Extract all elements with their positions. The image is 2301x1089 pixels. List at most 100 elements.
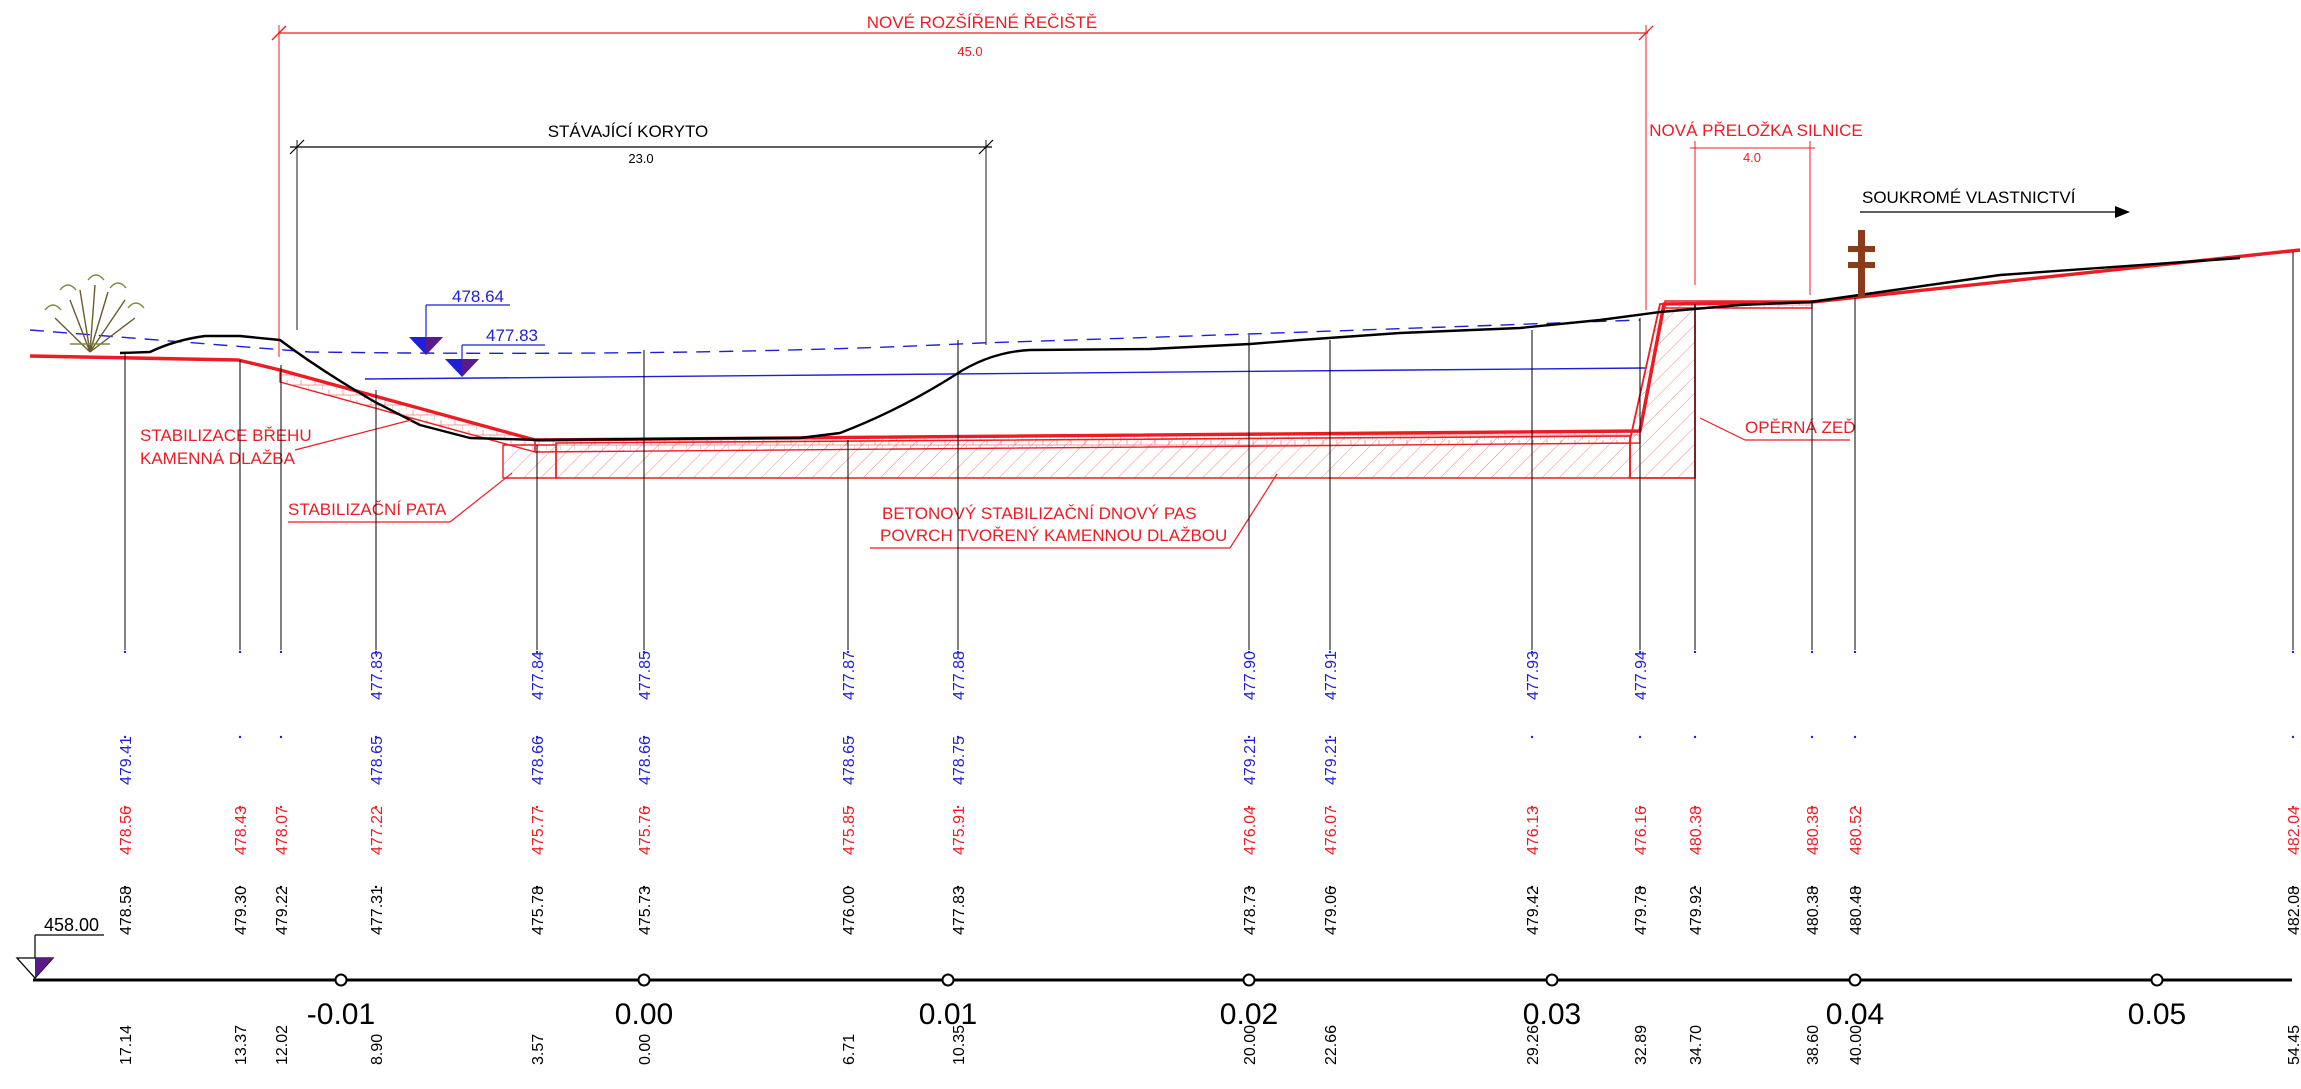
station-value-black: 479.42: [1525, 886, 1542, 935]
station-tick: [1693, 650, 1697, 654]
station-value-red: 477.22: [369, 806, 386, 855]
station-value-black: 480.38: [1805, 886, 1822, 935]
datum-label: 458.00: [44, 915, 99, 935]
axis-tick: [1545, 973, 1559, 987]
station-tick: [1638, 805, 1642, 809]
station-tick: [374, 650, 378, 654]
station-tick: [2291, 650, 2295, 654]
existing-channel-dimension: STÁVAJÍCÍ KORYTO 23.0: [289, 122, 994, 345]
station-value-black: 482.08: [2286, 886, 2301, 935]
station-tick: [1530, 885, 1534, 889]
station-value-black: 479.30: [233, 886, 250, 935]
station-value-dist: 6.71: [841, 1034, 858, 1065]
station-tick: [279, 805, 283, 809]
station-value-black: 477.83: [951, 886, 968, 935]
station-tick: [1693, 805, 1697, 809]
axis-tick: [1848, 973, 1862, 987]
station-tick: [374, 735, 378, 739]
station-value-blue1: 477.93: [1525, 651, 1542, 700]
axis-tick-label: 0.00: [615, 998, 673, 1031]
station-tick: [956, 805, 960, 809]
station-tick: [846, 735, 850, 739]
station-value-blue2: 479.21: [1323, 736, 1340, 785]
existing-channel-width: 23.0: [628, 151, 653, 166]
road-label: NOVÁ PŘELOŽKA SILNICE: [1649, 121, 1863, 140]
station-value-black: 479.22: [274, 886, 291, 935]
station-value-red: 476.04: [1242, 806, 1259, 855]
station-tick: [2291, 885, 2295, 889]
station-tick: [642, 885, 646, 889]
station-value-blue1: 477.90: [1242, 651, 1259, 700]
station-tick: [1853, 650, 1857, 654]
bed-label-2: POVRCH TVOŘENÝ KAMENNOU DLAŽBOU: [880, 526, 1227, 545]
station-tick: [2291, 805, 2295, 809]
station-tick: [1810, 735, 1814, 739]
station-tick: [1530, 735, 1534, 739]
station-value-red: 475.85: [841, 806, 858, 855]
bank-label-2: KAMENNÁ DLAŽBA: [140, 449, 296, 468]
station-tick: [2291, 735, 2295, 739]
station-value-black: 479.06: [1323, 886, 1340, 935]
axis-tick-label: 0.02: [1220, 998, 1278, 1031]
axis-tick-label: 0.05: [2128, 998, 2186, 1031]
station-value-blue1: 477.85: [637, 651, 654, 700]
datum-marker: 458.00: [15, 915, 104, 979]
station-value-dist: 8.90: [369, 1034, 386, 1065]
station-tick: [642, 650, 646, 654]
station-value-red: 478.07: [274, 806, 291, 855]
station-value-blue2: 479.41: [118, 736, 135, 785]
callouts: STABILIZACE BŘEHU KAMENNÁ DLAŽBA STABILI…: [140, 417, 1856, 549]
station-tick: [238, 735, 242, 739]
station-value-red: 476.16: [1633, 806, 1650, 855]
station-tick: [846, 885, 850, 889]
station-tick: [1247, 885, 1251, 889]
station-tick: [1530, 805, 1534, 809]
station-tick: [123, 805, 127, 809]
station-value-dist: 10.35: [951, 1025, 968, 1065]
station-table: 479.41 478.56 478.58 17.14 478.43 479.30 13.37…: [118, 252, 2301, 1065]
toe-label: STABILIZAČNÍ PATA: [288, 500, 447, 519]
station-tick: [1810, 805, 1814, 809]
station-value-black: 475.73: [637, 886, 654, 935]
axis-tick-label: -0.01: [307, 998, 375, 1031]
station-value-dist: 32.89: [1633, 1025, 1650, 1065]
station-tick: [374, 885, 378, 889]
station-value-red: 480.38: [1688, 806, 1705, 855]
station-tick: [123, 735, 127, 739]
station-tick: [1247, 650, 1251, 654]
station-tick: [846, 805, 850, 809]
station-value-dist: 3.57: [530, 1034, 547, 1065]
station-value-black: 479.92: [1688, 886, 1705, 935]
station-value-red: 480.52: [1848, 806, 1865, 855]
station-value-dist: 54.45: [2286, 1025, 2301, 1065]
station-tick: [1693, 735, 1697, 739]
station-value-blue1: 477.84: [530, 651, 547, 700]
station-tick: [238, 885, 242, 889]
station-value-red: 480.38: [1805, 806, 1822, 855]
station-tick: [279, 650, 283, 654]
water-levels: 478.64 477.83: [29, 287, 1646, 380]
distance-axis: -0.01 0.00 0.01 0.02 0.03 0.04 0.05: [33, 973, 2292, 1031]
station-tick: [238, 650, 242, 654]
station-value-red: 475.77: [530, 806, 547, 855]
road-width: 4.0: [1743, 150, 1761, 165]
station-value-red: 478.56: [118, 806, 135, 855]
station-tick: [956, 650, 960, 654]
station-value-blue2: 478.66: [637, 736, 654, 785]
station-value-red: 476.07: [1323, 806, 1340, 855]
station-tick: [1693, 885, 1697, 889]
station-tick: [1328, 885, 1332, 889]
private-property-arrow: SOUKROMÉ VLASTNICTVÍ: [1860, 188, 2130, 218]
station-tick: [123, 650, 127, 654]
private-label: SOUKROMÉ VLASTNICTVÍ: [1862, 188, 2076, 207]
station-tick: [1328, 735, 1332, 739]
bed-label-1: BETONOVÝ STABILIZAČNÍ DNOVÝ PAS: [882, 504, 1197, 523]
station-value-black: 479.78: [1633, 886, 1650, 935]
station-value-blue1: 477.91: [1323, 651, 1340, 700]
station-value-red: 475.91: [951, 806, 968, 855]
new-channel-dimension: NOVÉ ROZŠÍŘENÉ ŘEČIŠTĚ 45.0: [271, 13, 1654, 357]
station-value-dist: 13.37: [233, 1025, 250, 1065]
station-tick: [1247, 735, 1251, 739]
axis-tick: [1242, 973, 1256, 987]
